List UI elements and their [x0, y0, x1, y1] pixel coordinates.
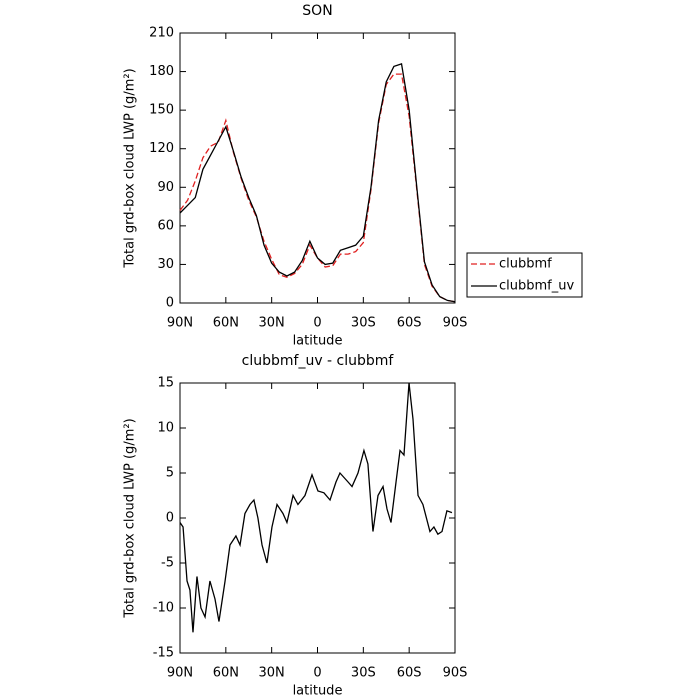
y-tick-label: -15 [153, 646, 174, 661]
data-line [179, 382, 453, 633]
y-axis-label: Total grd-box cloud LWP (g/m²) [123, 418, 138, 618]
x-tick-label: 30N [259, 666, 285, 681]
y-tick-label: 5 [166, 466, 174, 481]
y-tick-label: 120 [149, 141, 174, 156]
y-tick-label: 210 [149, 26, 174, 41]
y-tick-label: 180 [149, 64, 174, 79]
x-tick-label: 60N [213, 316, 239, 331]
x-tick-label: 90N [167, 316, 193, 331]
legend-box [466, 252, 583, 298]
y-axis-label: Total grd-box cloud LWP (g/m²) [123, 68, 138, 268]
y-tick-label: 30 [157, 257, 174, 272]
chart-title: SON [302, 3, 332, 19]
legend-label: clubbmf_uv [499, 279, 574, 294]
x-tick-label: 30S [351, 316, 376, 331]
y-tick-label: -5 [161, 556, 174, 571]
x-tick-label: 90N [167, 666, 193, 681]
x-tick-label: 0 [313, 316, 321, 331]
y-tick-label: 90 [157, 180, 174, 195]
y-tick-label: 0 [166, 511, 174, 526]
data-line [179, 73, 456, 303]
y-tick-label: 0 [166, 296, 174, 311]
legend-label: clubbmf [499, 257, 552, 272]
data-line [179, 63, 456, 303]
y-tick-label: -10 [153, 601, 174, 616]
x-tick-label: 60S [397, 316, 422, 331]
y-tick-label: 15 [157, 376, 174, 391]
x-axis-label: latitude [293, 334, 343, 349]
x-tick-label: 90S [443, 666, 468, 681]
x-axis-label: latitude [293, 684, 343, 699]
plot-frame [179, 32, 456, 304]
x-tick-label: 60N [213, 666, 239, 681]
x-tick-label: 60S [397, 666, 422, 681]
y-tick-label: 10 [157, 421, 174, 436]
x-tick-label: 30S [351, 666, 376, 681]
x-tick-label: 90S [443, 316, 468, 331]
y-tick-label: 150 [149, 103, 174, 118]
y-tick-label: 60 [157, 218, 174, 233]
x-tick-label: 30N [259, 316, 285, 331]
x-tick-label: 0 [313, 666, 321, 681]
chart-title: clubbmf_uv - clubbmf [242, 353, 395, 369]
